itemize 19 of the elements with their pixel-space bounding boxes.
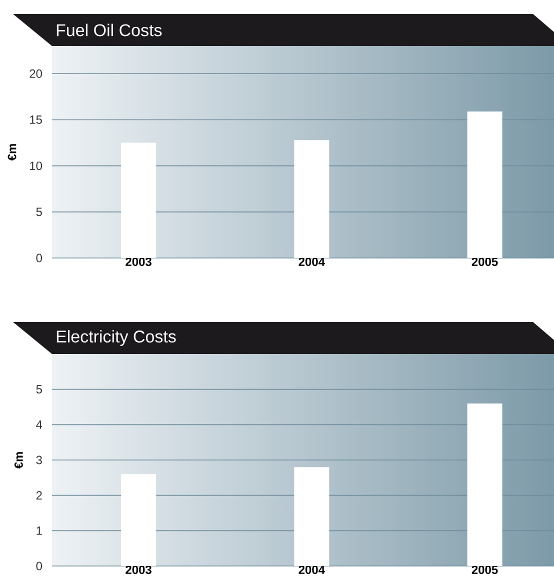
- y-tick-label: 1: [36, 526, 42, 535]
- y-tick-label: 3: [36, 456, 42, 464]
- y-tick-label: 0: [36, 562, 42, 570]
- x-tick-label: 2003: [126, 258, 152, 266]
- y-tick-label: 5: [36, 385, 42, 394]
- y-tick-label: 4: [36, 420, 42, 429]
- y-axis-title: €m: [14, 452, 23, 469]
- y-tick-label: 5: [36, 208, 42, 216]
- x-tick-label: 2004: [298, 258, 325, 266]
- y-tick-label: 2: [36, 491, 42, 500]
- y-tick-label: 20: [30, 69, 42, 78]
- y-tick-label: 0: [36, 254, 42, 262]
- y-tick-label: 15: [30, 116, 42, 124]
- y-tick-label: 10: [30, 162, 42, 170]
- x-tick-label: 2004: [298, 566, 325, 574]
- y-axis-title: €m: [8, 144, 16, 161]
- x-tick-label: 2003: [126, 566, 152, 574]
- chart-title: Fuel Oil Costs: [56, 24, 162, 36]
- chart-title: Electricity Costs: [56, 330, 176, 346]
